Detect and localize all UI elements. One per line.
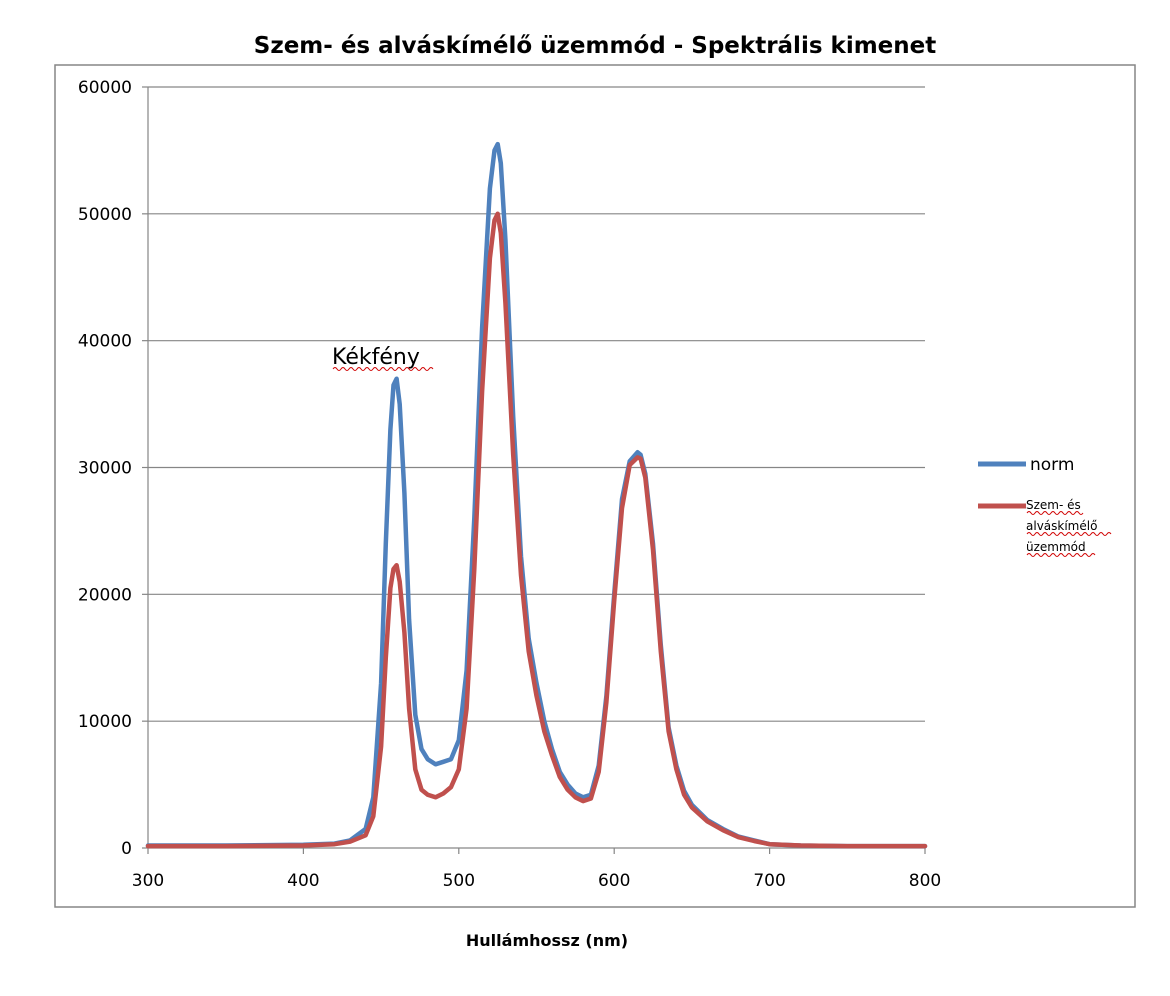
legend-label-mode-line1: Szem- és [1026,498,1081,512]
legend-spellcheck-underline-2 [1026,532,1112,536]
x-tick-label-3: 600 [598,871,630,891]
tick-labels: 0 10000 20000 30000 40000 50000 60000 300 400 500… [78,78,941,891]
y-tick-label-1: 10000 [78,712,132,732]
series-lines [145,141,928,849]
x-tick-label-4: 700 [753,871,785,891]
series-line-1 [145,211,928,849]
legend-spellcheck-underline-3 [1026,553,1096,557]
y-tick-label-5: 50000 [78,205,132,225]
annotation-kekfeny: Kékfény [332,345,420,370]
x-axis-label: Hullámhossz (nm) [466,931,628,950]
y-tick-label-4: 40000 [78,332,132,352]
x-tick-label-5: 800 [909,871,941,891]
gridlines [148,86,925,722]
legend-label-mode-line2: alváskímélő [1026,519,1097,533]
x-tick-label-2: 500 [443,871,475,891]
x-tick-label-1: 400 [287,871,319,891]
legend-spellcheck-underline-1 [1026,511,1084,515]
y-tick-label-3: 30000 [78,459,132,479]
annotation-spellcheck-underline [332,367,434,371]
legend-label-mode-line3: üzemmód [1026,540,1086,554]
y-tick-label-6: 60000 [78,78,132,98]
chart-area-border [54,64,1136,908]
x-tick-label-0: 300 [132,871,164,891]
legend-label-norm: norm [1030,455,1074,475]
legend-label-mode: Szem- és alváskímélő üzemmód [1026,498,1101,554]
y-tick-label-0: 0 [121,839,132,859]
y-tick-label-2: 20000 [78,585,132,605]
chart-title: Szem- és alváskímélő üzemmód - Spektráli… [254,33,937,59]
legend: norm Szem- és alváskímélő üzemmód [978,455,1112,557]
